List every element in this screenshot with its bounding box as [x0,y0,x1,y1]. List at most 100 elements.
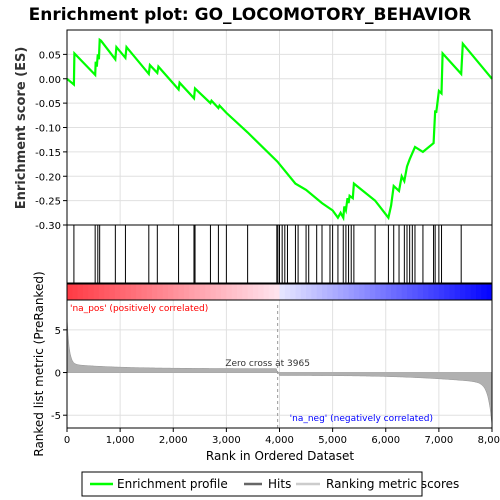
band-segment-67 [422,284,429,300]
band-segment-23 [189,284,195,300]
es-panel: 0.05 0.00 -0.05 -0.10 -0.15 -0.20 -0.25 -0.30 E… [14,29,493,232]
hit-marks [73,225,462,283]
rank-color-band [67,284,493,300]
band-segment-41 [284,284,291,300]
negative-correlation-label: 'na_neg' (negatively correlated) [290,414,433,424]
es-ytick-label-6: -0.25 [35,197,61,208]
legend: Enrichment profile Hits Ranking metric s… [81,471,459,497]
hits-panel [66,224,493,284]
band-segment-79 [486,284,493,300]
x-tick-label-3: 3,000 [212,435,241,446]
band-segment-5 [93,284,100,300]
band-segment-47 [316,284,323,300]
es-ytick-label-4: -0.15 [35,148,61,159]
band-segment-64 [407,284,413,300]
band-segment-7 [104,284,110,300]
band-segment-66 [417,284,424,300]
band-segment-20 [173,284,180,300]
band-segment-25 [199,284,206,300]
x-tick-label-8: 8,000 [478,435,500,446]
band-segment-21 [178,284,185,300]
band-segment-78 [481,284,488,300]
legend-enrichment-profile: Enrichment profile [117,477,228,491]
ranking-panel: Zero cross at 3965 'na_pos' (positively … [32,271,493,457]
band-segment-45 [306,284,312,300]
x-tick-label-0: 0 [64,435,70,446]
band-segment-28 [215,284,222,300]
band-segment-3 [82,284,89,300]
band-segment-29 [221,284,227,300]
es-ytick-label-1: 0.00 [39,75,61,86]
band-segment-43 [295,284,302,300]
x-tick-label-2: 2,000 [159,435,188,446]
band-segment-40 [279,284,286,300]
enrichment-profile-line [66,37,493,222]
band-segment-10 [120,284,126,300]
band-segment-52 [343,284,350,300]
es-ytick-label-0: 0.05 [39,50,61,61]
band-segment-35 [252,284,259,300]
band-segment-0 [67,284,73,300]
band-segment-24 [194,284,201,300]
band-segment-8 [109,284,116,300]
band-segment-16 [152,284,158,300]
band-segment-70 [438,284,445,300]
band-segment-31 [231,284,238,300]
band-segment-9 [114,284,121,300]
band-segment-27 [210,284,217,300]
es-y-axis-label: Enrichment score (ES) [14,47,29,210]
ranking-metric-area [66,317,493,426]
rank-ytick-label-2: -5 [51,411,61,422]
band-segment-55 [359,284,365,300]
band-segment-42 [290,284,296,300]
band-segment-38 [268,284,275,300]
es-ytick-label-3: -0.10 [35,124,61,135]
legend-ranking-metric-scores: Ranking metric scores [326,477,459,491]
band-segment-6 [98,284,105,300]
band-segment-77 [476,284,482,300]
ranking-y-axis-label: Ranked list metric (PreRanked) [32,271,46,456]
band-segment-17 [157,284,164,300]
zero-cross-label: Zero cross at 3965 [225,359,310,369]
band-segment-56 [364,284,371,300]
band-segment-12 [130,284,137,300]
band-segment-57 [369,284,376,300]
band-segment-65 [412,284,419,300]
band-segment-11 [125,284,132,300]
rank-ytick-label-1: 0 [55,369,61,380]
band-segment-73 [454,284,461,300]
band-segment-33 [242,284,249,300]
x-tick-label-7: 7,000 [425,435,454,446]
band-segment-71 [444,284,450,300]
rank-ytick-label-0: 5 [55,326,61,337]
band-segment-58 [375,284,381,300]
band-segment-76 [470,284,477,300]
x-tick-label-4: 4,000 [265,435,294,446]
band-segment-74 [460,284,466,300]
band-segment-49 [327,284,334,300]
band-segment-15 [146,284,153,300]
x-axis-label: Rank in Ordered Dataset [206,449,354,463]
band-segment-48 [322,284,328,300]
ranking-y-ticks: 5 0 -5 [51,326,67,422]
band-segment-34 [247,284,254,300]
x-tick-label-1: 1,000 [106,435,135,446]
x-axis-ticks: 0 1,000 2,000 3,000 4,000 5,000 6,000 7,000 8,00… [64,428,500,446]
band-segment-2 [77,284,84,300]
legend-hits: Hits [268,477,291,491]
band-segment-69 [433,284,440,300]
band-segment-14 [141,284,148,300]
band-segment-68 [428,284,435,300]
band-segment-53 [348,284,355,300]
band-segment-36 [258,284,265,300]
band-segment-75 [465,284,472,300]
es-ytick-label-2: -0.05 [35,99,61,110]
band-segment-37 [263,284,270,300]
es-y-ticks: 0.05 0.00 -0.05 -0.10 -0.15 -0.20 -0.25 -0.30 [35,50,67,232]
band-segment-18 [162,284,169,300]
band-segment-46 [311,284,318,300]
band-segment-60 [385,284,392,300]
chart-title: Enrichment plot: GO_LOCOMOTORY_BEHAVIOR [29,5,472,25]
band-segment-51 [337,284,344,300]
